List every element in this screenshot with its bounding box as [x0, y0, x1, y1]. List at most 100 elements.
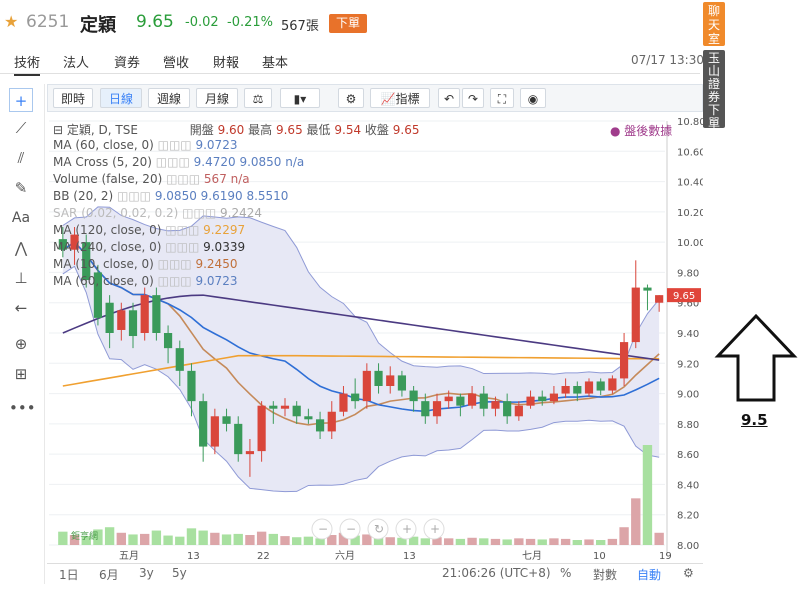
legend-main: ⊟ 定穎, D, TSE 開盤 9.60 最高 9.65 最低 9.54 收盤 …	[53, 121, 419, 138]
after-hours-link[interactable]: ● 盤後數據	[610, 124, 673, 138]
volume-bar	[525, 538, 536, 545]
volume-bar	[280, 536, 290, 545]
tab-financials[interactable]: 財報	[213, 56, 240, 71]
volume-bar	[69, 535, 80, 545]
candle-body	[444, 396, 453, 402]
legend-row-controls-icon[interactable]: ◫◫◫	[161, 240, 204, 254]
zoom-control-icon: ↻	[374, 522, 384, 536]
volume-bar	[642, 445, 653, 545]
settings-gear-icon[interactable]: ⚙	[338, 88, 364, 108]
compare-icon[interactable]: ⚖	[244, 88, 272, 108]
chart-type-icon[interactable]: ▮▾	[280, 88, 320, 108]
tab-institutional[interactable]: 法人	[63, 56, 90, 71]
up-arrow-shape	[714, 313, 798, 402]
candle-body	[643, 287, 652, 291]
volume-bar	[631, 498, 641, 545]
legend-row-controls-icon[interactable]: ◫◫◫	[162, 172, 204, 186]
legend-row-controls-icon[interactable]: ◫◫◫	[113, 189, 155, 203]
volume-bar	[292, 537, 302, 545]
snapshot-camera-icon[interactable]: ◉	[520, 88, 546, 108]
volume-bar	[607, 538, 618, 545]
legend-collapse-icon[interactable]: ⊟	[53, 123, 64, 137]
fullscreen-icon[interactable]: ⛶	[490, 88, 514, 108]
x-tick-label: 六月	[335, 550, 355, 562]
legend-row: MA (60, close, 0) ◫◫◫ 9.0723	[53, 274, 237, 288]
tab-revenue[interactable]: 營收	[163, 56, 190, 71]
interval-daily[interactable]: 日線	[100, 88, 142, 108]
redo-icon[interactable]: ↷	[462, 88, 484, 108]
after-hours-label: 盤後數據	[624, 124, 673, 138]
volume-bar	[81, 536, 91, 545]
trend-line-icon[interactable]: ⟋	[15, 119, 27, 137]
zoom-control[interactable]	[339, 518, 361, 540]
volume-bar	[256, 531, 267, 545]
candle-body	[280, 405, 290, 409]
fib-icon[interactable]: ⫽	[17, 149, 25, 167]
legend-row-controls-icon[interactable]: ◫◫◫	[153, 138, 196, 152]
brush-icon[interactable]: ✎	[14, 179, 28, 197]
legend-row-controls-icon[interactable]: ◫◫◫	[161, 223, 204, 237]
indicators-button[interactable]: 📈指標	[370, 88, 430, 108]
volume-bar	[549, 538, 559, 545]
candle-body	[456, 396, 465, 406]
auto-toggle[interactable]: 自動	[637, 568, 662, 582]
pattern-icon[interactable]: ⋀	[14, 239, 28, 257]
order-button[interactable]: 下單	[329, 14, 367, 33]
interval-weekly[interactable]: 週線	[148, 88, 190, 108]
candle-body	[655, 295, 664, 303]
log-toggle[interactable]: 對數	[593, 568, 618, 582]
price-chart[interactable]: 10.80 10.60 10.40 10.20 10.00 9.80 9.60 9.40 9.2…	[47, 113, 706, 563]
candle-body	[386, 375, 395, 386]
text-icon[interactable]: Aa	[11, 210, 31, 226]
volume-bar	[373, 536, 384, 545]
legend-row-name: SAR (0.02, 0.02, 0.2)	[53, 206, 179, 220]
ruler-icon[interactable]: ⊞	[14, 365, 28, 383]
zoom-control[interactable]	[395, 518, 417, 540]
favorite-star-icon[interactable]: ★	[4, 12, 19, 31]
legend-row: MA (60, close, 0) ◫◫◫ 9.0723	[53, 138, 237, 152]
zoom-control-icon: −	[346, 522, 356, 536]
measure-icon[interactable]: ⊥	[14, 269, 28, 287]
crosshair-icon[interactable]: +	[9, 88, 33, 112]
candle-body	[409, 390, 418, 402]
range-3y[interactable]: 3y	[139, 566, 154, 580]
broker-order-button[interactable]: 玉山證券下單	[703, 50, 725, 130]
zoom-control[interactable]	[367, 518, 389, 540]
arrow-left-icon[interactable]: ←	[14, 299, 28, 317]
candle-body	[105, 302, 114, 333]
candle-body	[234, 423, 243, 455]
bollinger-upper	[62, 206, 660, 375]
legend-row-controls-icon[interactable]: ◫◫◫	[153, 274, 196, 288]
legend-row-controls-icon[interactable]: ◫◫◫	[178, 206, 220, 220]
more-icon[interactable]: •••	[9, 399, 36, 417]
annotation-value: 9.5	[741, 411, 768, 429]
zoom-control[interactable]	[423, 518, 445, 540]
tab-basic[interactable]: 基本	[262, 56, 289, 71]
range-6m[interactable]: 6月	[99, 568, 119, 582]
volume-bar	[198, 530, 208, 545]
candle-body	[596, 381, 605, 391]
volume-bar	[163, 535, 173, 545]
interval-intraday[interactable]: 即時	[53, 88, 93, 108]
legend-row-controls-icon[interactable]: ◫◫◫	[151, 155, 194, 169]
range-5y[interactable]: 5y	[172, 566, 187, 580]
volume-bar	[432, 537, 442, 545]
volume-bar	[104, 527, 115, 545]
legend-row-values: 9.0850 9.6190 8.5510	[154, 189, 289, 203]
candle-body	[269, 405, 278, 409]
bottom-settings-icon[interactable]: ⚙	[683, 566, 694, 580]
undo-icon[interactable]: ↶	[438, 88, 460, 108]
info-tabs: 技術 法人 資券 營收 財報 基本	[0, 48, 700, 76]
range-1d[interactable]: 1日	[59, 568, 79, 582]
zoom-control[interactable]	[311, 518, 333, 540]
percent-toggle[interactable]: %	[560, 566, 572, 580]
legend-row-values: 9.4720 9.0850 n/a	[193, 155, 305, 169]
legend-row-controls-icon[interactable]: ◫◫◫	[153, 257, 196, 271]
y-tick-label: 8.60	[677, 450, 699, 461]
tab-margin[interactable]: 資券	[114, 56, 141, 71]
chat-room-button[interactable]: 聊天室	[703, 2, 725, 46]
chart-area[interactable]: 10.80 10.60 10.40 10.20 10.00 9.80 9.60 9.40 9.2…	[47, 113, 706, 583]
zoom-icon[interactable]: ⊕	[14, 335, 28, 353]
interval-monthly[interactable]: 月線	[196, 88, 238, 108]
tab-technical[interactable]: 技術	[14, 52, 41, 76]
